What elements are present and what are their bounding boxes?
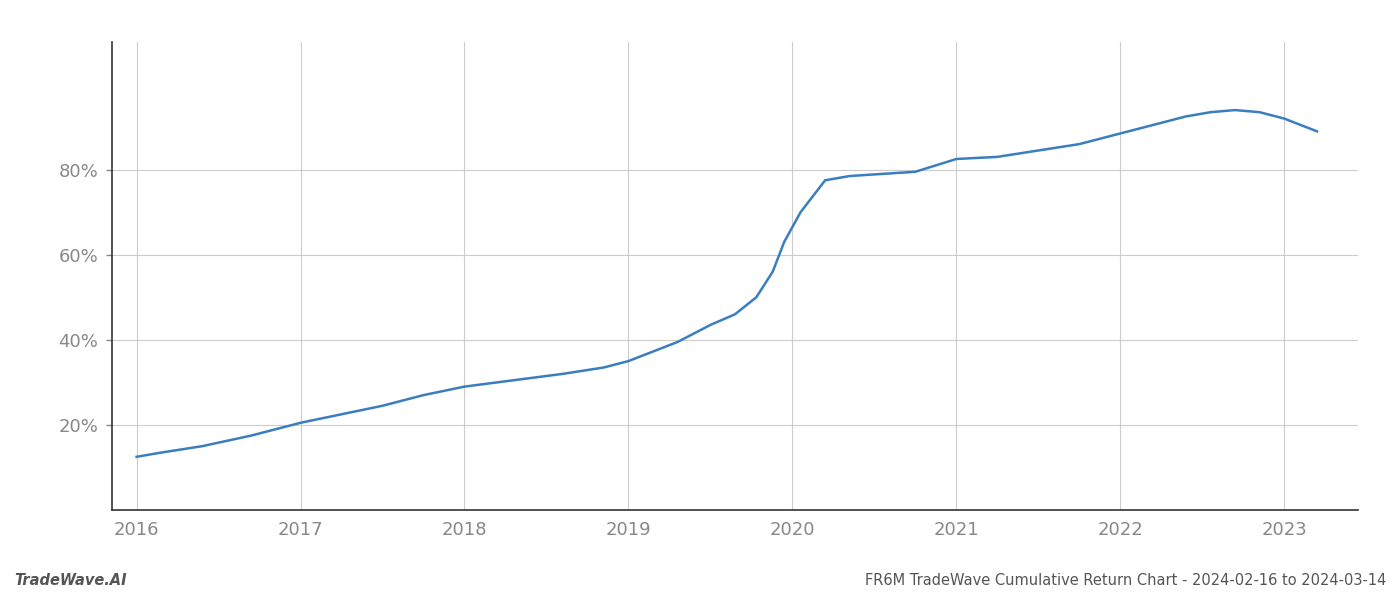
Text: TradeWave.AI: TradeWave.AI <box>14 573 126 588</box>
Text: FR6M TradeWave Cumulative Return Chart - 2024-02-16 to 2024-03-14: FR6M TradeWave Cumulative Return Chart -… <box>865 573 1386 588</box>
